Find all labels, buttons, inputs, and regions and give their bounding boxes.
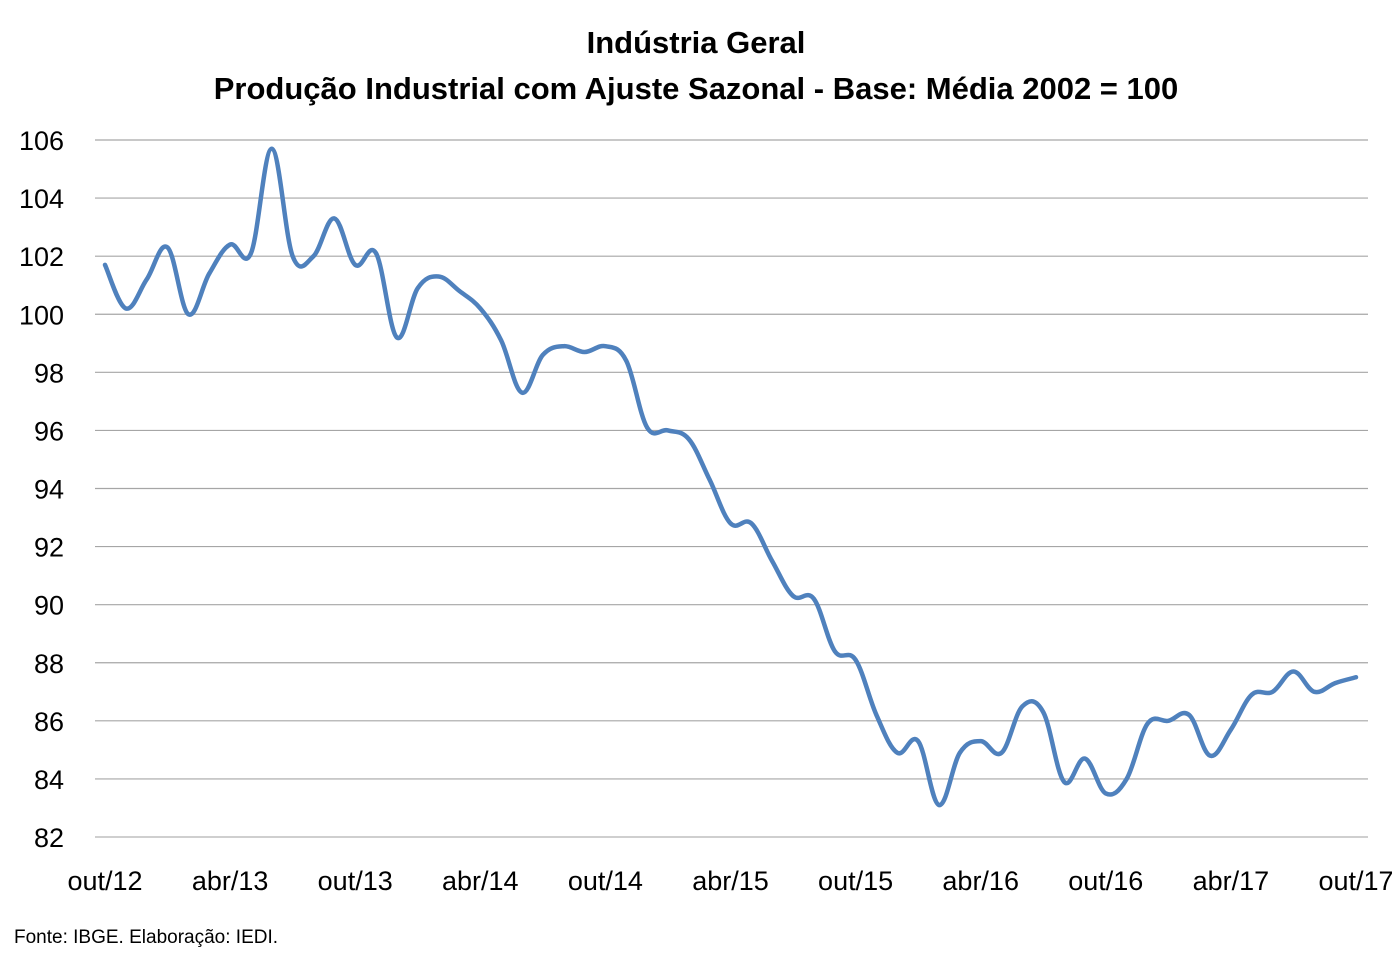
- data-point: jun/16: 86.5: [1020, 704, 1025, 709]
- x-tick-label: abr/14: [442, 866, 519, 896]
- series-line: [102, 146, 1359, 808]
- data-point: out/12: 101.7: [103, 262, 107, 267]
- data-point: dez/14: 96.1: [645, 425, 650, 430]
- data-point: ago/15: 90.2: [811, 596, 816, 601]
- data-point: out/15: 88.1: [853, 657, 858, 662]
- series-layer: out/12: 101.7 nov/12: 100.2 dez/12: 101.2 j…: [102, 146, 1359, 808]
- data-point: set/15: 88.4: [832, 649, 837, 654]
- gridlines: [95, 139, 1368, 838]
- data-point: jul/13: 102: [290, 254, 295, 259]
- data-point: set/13: 103.3: [332, 216, 337, 221]
- data-point: jun/14: 97.3: [520, 390, 524, 395]
- y-tick-label: 102: [19, 242, 64, 272]
- data-point: jun/13: 105.7: [269, 146, 274, 151]
- data-point: abr/13: 102.4: [228, 242, 233, 247]
- data-point: ago/17: 87: [1312, 689, 1317, 694]
- data-point: dez/15: 84.9: [895, 750, 900, 755]
- source-note: Fonte: IBGE. Elaboração: IEDI.: [14, 927, 279, 948]
- y-tick-label: 98: [34, 358, 64, 388]
- data-point: mar/14: 100.8: [457, 289, 462, 294]
- data-point: jul/17: 87.7: [1291, 669, 1296, 674]
- x-tick-label: out/13: [318, 866, 393, 896]
- x-tick-label: out/15: [818, 866, 893, 896]
- x-tick-label: abr/13: [192, 866, 269, 896]
- data-point: jun/15: 91.5: [770, 559, 775, 564]
- data-point: out/13: 101.7: [353, 262, 358, 267]
- data-point: out/14: 98.9: [603, 344, 608, 349]
- chart-subtitle: Produção Industrial com Ajuste Sazonal -…: [213, 71, 1179, 106]
- data-point: dez/12: 101.2: [144, 277, 149, 282]
- data-point: fev/17: 86.2: [1187, 713, 1192, 718]
- data-point: mai/14: 99.1: [499, 338, 504, 343]
- data-point: nov/12: 100.2: [123, 306, 128, 311]
- data-point: ago/14: 98.9: [561, 344, 566, 349]
- x-tick-label: out/14: [568, 866, 643, 896]
- data-point: mar/17: 84.8: [1208, 753, 1213, 758]
- data-point: jul/16: 86.3: [1041, 710, 1046, 715]
- y-tick-label: 88: [34, 649, 64, 679]
- data-point: dez/13: 99.2: [394, 335, 399, 340]
- data-point: fev/15: 95.7: [686, 437, 691, 442]
- data-point: jan/14: 100.9: [415, 286, 420, 291]
- data-point: jan/17: 86: [1166, 718, 1171, 723]
- data-point: jan/15: 96: [665, 428, 670, 433]
- x-tick-label: abr/16: [942, 866, 1019, 896]
- data-point: fev/16: 83.1: [937, 803, 941, 808]
- x-tick-label: out/12: [67, 866, 142, 896]
- data-point: mar/13: 101.4: [207, 271, 212, 276]
- y-tick-label: 106: [19, 126, 64, 156]
- y-tick-label: 100: [19, 300, 64, 330]
- data-point: nov/14: 98.4: [624, 358, 629, 363]
- x-tick-label: out/17: [1318, 866, 1392, 896]
- data-point: abr/15: 92.8: [728, 521, 733, 526]
- data-point: out/17: 87.5: [1354, 675, 1358, 680]
- data-point: ago/13: 102: [311, 254, 316, 259]
- y-tick-label: 90: [34, 591, 64, 621]
- y-tick-label: 104: [19, 184, 64, 214]
- data-point: ago/16: 83.9: [1062, 779, 1067, 784]
- chart-title-block: Indústria Geral Produção Industrial com …: [0, 20, 1392, 112]
- data-point: mai/17: 86.9: [1249, 692, 1254, 697]
- y-tick-label: 94: [34, 475, 64, 505]
- data-point: set/14: 98.7: [582, 350, 587, 355]
- data-point: abr/14: 100.2: [478, 306, 483, 311]
- y-tick-label: 84: [34, 765, 64, 795]
- data-point: jun/17: 87: [1270, 689, 1275, 694]
- x-axis-ticks: out/12 abr/13 out/13 abr/14 out/14 abr/15 out/…: [67, 866, 1392, 896]
- data-point: jan/16: 85.3: [916, 739, 921, 744]
- data-point: nov/15: 86.2: [874, 713, 879, 718]
- data-point: nov/16: 84: [1124, 776, 1129, 781]
- data-point: mar/15: 94.3: [707, 477, 712, 482]
- data-point: jul/14: 98.6: [540, 352, 545, 357]
- data-point: set/17: 87.3: [1333, 681, 1338, 686]
- chart-title: Indústria Geral: [586, 25, 806, 60]
- data-point: mai/15: 92.8: [749, 521, 754, 526]
- y-tick-label: 96: [34, 416, 64, 446]
- data-point: mar/16: 84.9: [957, 750, 962, 755]
- y-tick-label: 82: [34, 823, 64, 853]
- data-point: jul/15: 90.3: [791, 593, 796, 598]
- data-point: nov/13: 102.1: [374, 251, 379, 256]
- data-point: dez/16: 85.9: [1145, 721, 1150, 726]
- data-point: abr/17: 85.7: [1228, 727, 1233, 732]
- data-point: set/16: 84.7: [1082, 756, 1087, 761]
- data-point: fev/13: 100: [186, 312, 191, 317]
- data-point: jan/13: 102.3: [165, 245, 170, 250]
- y-tick-label: 92: [34, 533, 64, 563]
- data-point: mai/13: 102.1: [248, 251, 253, 256]
- data-point: mai/16: 84.9: [999, 750, 1004, 755]
- y-axis-ticks: 82 84 86 88 90 92 94 96 98 100 102 104 106: [19, 126, 64, 853]
- x-tick-label: abr/17: [1193, 866, 1270, 896]
- y-tick-label: 86: [34, 707, 64, 737]
- x-tick-label: abr/15: [692, 866, 769, 896]
- data-point: out/16: 83.5: [1103, 791, 1108, 796]
- data-point: fev/14: 101.3: [436, 274, 441, 279]
- data-point: abr/16: 85.3: [978, 739, 983, 744]
- x-tick-label: out/16: [1068, 866, 1143, 896]
